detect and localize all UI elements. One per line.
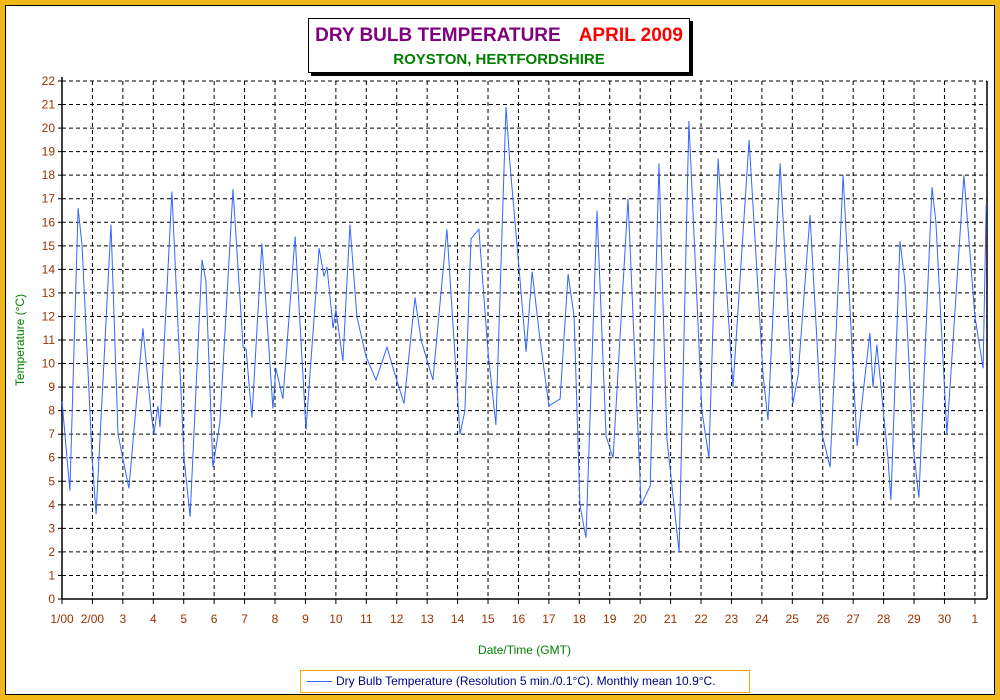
legend-line-swatch xyxy=(307,681,332,683)
x-tick-label: 20 xyxy=(633,612,647,626)
y-tick-label: 11 xyxy=(43,333,56,347)
x-tick-label: 11 xyxy=(360,612,373,626)
y-tick-label: 6 xyxy=(48,451,55,465)
y-tick-label: 13 xyxy=(42,286,56,300)
chart-period: APRIL 2009 xyxy=(578,25,683,46)
y-tick-label: 7 xyxy=(48,427,55,441)
chart-subtitle: ROYSTON, HERTFORDSHIRE xyxy=(393,51,605,68)
x-tick-label: 8 xyxy=(272,612,279,626)
x-axis-title: Date/Time (GMT) xyxy=(478,643,571,657)
x-tick-label: 22 xyxy=(694,612,708,626)
y-tick-label: 1 xyxy=(48,568,55,582)
x-tick-label: 6 xyxy=(211,612,218,626)
x-tick-label: 1 xyxy=(972,612,979,626)
x-tick-label: 16 xyxy=(512,612,526,626)
x-tick-label: 9 xyxy=(302,612,309,626)
x-tick-label: 15 xyxy=(481,612,495,626)
y-tick-label: 9 xyxy=(48,380,55,394)
y-tick-label: 4 xyxy=(48,498,55,512)
y-tick-label: 10 xyxy=(42,357,56,371)
x-tick-label: 17 xyxy=(542,612,556,626)
y-tick-label: 0 xyxy=(48,592,55,606)
x-tick-label: 13 xyxy=(420,612,434,626)
y-tick-label: 5 xyxy=(48,474,55,488)
x-tick-label: 12 xyxy=(390,612,404,626)
x-tick-label: 18 xyxy=(573,612,587,626)
y-tick-label: 2 xyxy=(48,545,55,559)
x-tick-label: 10 xyxy=(329,612,343,626)
y-tick-label: 12 xyxy=(42,309,56,323)
x-tick-label: 28 xyxy=(877,612,891,626)
x-tick-label: 26 xyxy=(816,612,830,626)
y-tick-label: 15 xyxy=(42,239,56,253)
x-tick-label: 19 xyxy=(603,612,617,626)
y-tick-label: 21 xyxy=(42,98,56,112)
y-tick-label: 20 xyxy=(42,121,56,135)
x-tick-label: 24 xyxy=(755,612,769,626)
x-tick-label: 27 xyxy=(847,612,861,626)
y-tick-label: 22 xyxy=(42,74,56,88)
x-tick-label: 29 xyxy=(907,612,921,626)
x-tick-label: 25 xyxy=(786,612,800,626)
x-tick-label: 1/00 xyxy=(50,612,74,626)
y-tick-label: 19 xyxy=(42,145,56,159)
x-tick-label: 4 xyxy=(150,612,157,626)
y-tick-label: 8 xyxy=(48,404,55,418)
y-tick-label: 3 xyxy=(48,521,55,535)
x-tick-label: 30 xyxy=(938,612,952,626)
x-tick-label: 23 xyxy=(725,612,739,626)
legend-label: Dry Bulb Temperature (Resolution 5 min./… xyxy=(336,674,716,688)
legend: Dry Bulb Temperature (Resolution 5 min./… xyxy=(300,670,750,693)
y-tick-label: 17 xyxy=(42,192,56,206)
x-tick-label: 2/00 xyxy=(81,612,105,626)
x-tick-label: 5 xyxy=(180,612,187,626)
y-tick-label: 18 xyxy=(42,168,56,182)
y-tick-label: 14 xyxy=(42,262,56,276)
x-tick-label: 7 xyxy=(241,612,248,626)
y-axis-title: Temperature (°C) xyxy=(13,294,27,386)
series-line-dry-bulb-temperature xyxy=(61,106,987,552)
x-tick-label: 14 xyxy=(451,612,465,626)
x-tick-label: 21 xyxy=(664,612,678,626)
x-tick-label: 3 xyxy=(120,612,127,626)
chart-area xyxy=(5,5,995,695)
chart-title: DRY BULB TEMPERATURE xyxy=(315,25,561,46)
y-tick-label: 16 xyxy=(42,215,56,229)
chart-title-box: DRY BULB TEMPERATURE APRIL 2009 ROYSTON, … xyxy=(308,18,690,73)
